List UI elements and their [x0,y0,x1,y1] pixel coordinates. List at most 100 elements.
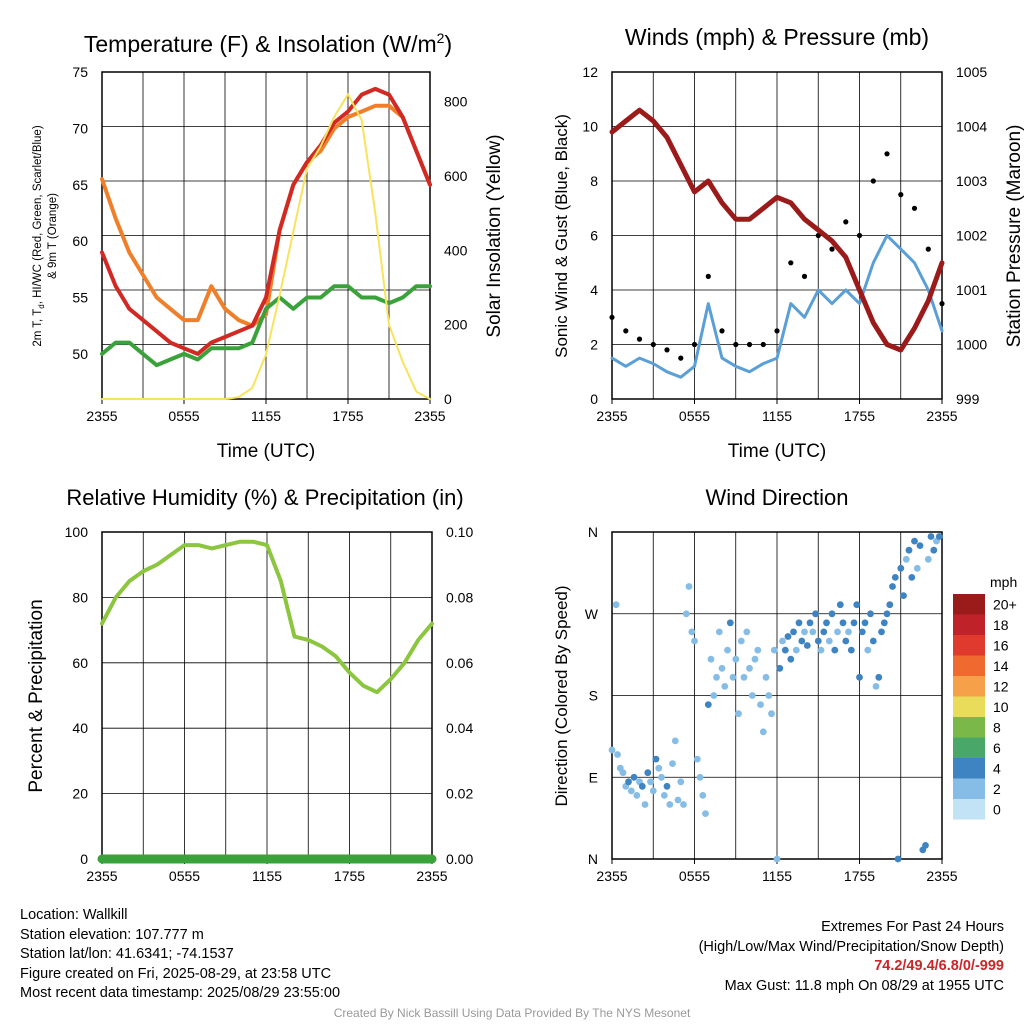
direction-point [825,637,833,645]
direction-point [735,710,742,718]
y-tick-label: 8 [590,173,598,189]
direction-point [814,637,822,645]
gust-point [774,328,780,334]
direction-point [817,646,825,654]
y-label-part: 2m T, T [32,309,44,347]
direction-point [831,646,839,654]
gust-point [733,341,739,348]
y-tick-label: S [589,688,598,704]
direction-point [927,533,935,540]
series-line [100,103,432,328]
station-elevation: Station elevation: 107.777 m [20,926,204,943]
direction-point [768,710,775,718]
y-label-part: , HI/WC (Red, Green, Scarlet/Blue) [32,125,44,304]
humidity-precip-panel: Relative Humidity (%) & Precipitation (i… [26,485,473,884]
y2-tick-label: 999 [956,391,980,407]
y2-tick-label: 0.10 [446,524,473,540]
legend-label: 4 [993,760,1001,776]
direction-point [671,737,679,745]
direction-point [787,655,795,663]
x-tick-label: 2355 [414,408,445,424]
direction-point [897,564,905,572]
direction-point [913,564,921,572]
y2-tick-label: 800 [444,94,468,110]
legend-swatch [953,758,985,779]
direction-point [655,764,663,772]
direction-point [669,760,676,767]
direction-point [699,792,707,799]
direction-point [663,782,671,790]
direction-point [924,555,932,563]
x-tick-label: 2355 [926,408,957,424]
direction-point [820,628,828,636]
x-tick-label: 0555 [679,868,710,884]
legend-label: 0 [993,801,1001,817]
y-label-subscript: d [37,304,46,308]
direction-point [878,628,885,636]
x-tick-label: 1155 [762,868,792,884]
legend-label: 12 [993,678,1009,694]
x-tick-label: 0555 [168,408,199,424]
direction-point [776,664,784,672]
direction-point [754,646,762,654]
gust-point [870,178,876,184]
direction-point [922,842,929,849]
direction-point [880,619,888,627]
legend-swatch [953,594,985,615]
legend-label: 10 [993,699,1009,715]
y2-tick-label: 0.08 [446,589,473,605]
direction-point [781,646,789,654]
direction-point [872,683,880,690]
direction-point [737,637,745,645]
y2-tick-label: 200 [444,317,468,333]
direction-point [847,646,855,654]
station-location: Location: Wallkill [20,907,128,923]
legend-label: 8 [993,719,1001,735]
direction-point [625,778,632,786]
x-tick-label: 2355 [596,868,627,884]
direction-point [704,701,712,708]
y-tick-label: 2 [590,337,598,353]
direction-point [710,692,718,699]
direction-point [682,610,690,618]
legend-swatch [953,778,985,799]
legend-label: 6 [993,740,1001,756]
gust-point [925,246,931,252]
y-tick-label: 60 [72,233,88,249]
gust-point [898,192,904,198]
gust-point [705,273,711,279]
legend-label: 16 [993,637,1009,653]
y2-axis-label: Solar Insolation (Yellow) [484,134,505,337]
y2-tick-label: 1002 [956,228,987,244]
y2-axis-label: Station Pressure (Maroon) [1004,125,1024,348]
direction-point [850,619,858,627]
y2-tick-label: 0.00 [446,851,473,867]
legend-swatch [953,655,985,676]
direction-point [869,637,877,645]
direction-point [680,801,687,808]
x-tick-label: 2355 [416,868,447,884]
credit-line: Created By Nick Bassill Using Data Provi… [333,1006,691,1020]
gust-point [911,205,918,211]
direction-point [916,542,924,549]
station-info: Location: Wallkill Station elevation: 10… [20,906,340,1004]
chart-title: Temperature (F) & Insolation (W/m2) [84,30,452,57]
direction-point [836,601,844,609]
series-line [100,539,434,695]
direction-point [732,655,740,663]
direction-point [685,583,693,590]
direction-point [828,610,836,618]
direction-point [693,755,701,763]
winds-pressure-panel: Winds (mph) & Pressure (mb) 2355 0555 1155 1… [552,24,1024,462]
direction-point [713,673,720,681]
direction-point [644,769,652,777]
direction-point [801,628,808,636]
recent-timestamp: Most recent data timestamp: 2025/08/29 2… [20,985,341,1001]
direction-point [724,646,731,654]
legend-swatch [953,737,985,758]
y2-tick-label: 600 [444,168,468,184]
direction-point [935,533,943,540]
direction-point [612,601,620,609]
y-tick-label: 40 [72,720,88,736]
